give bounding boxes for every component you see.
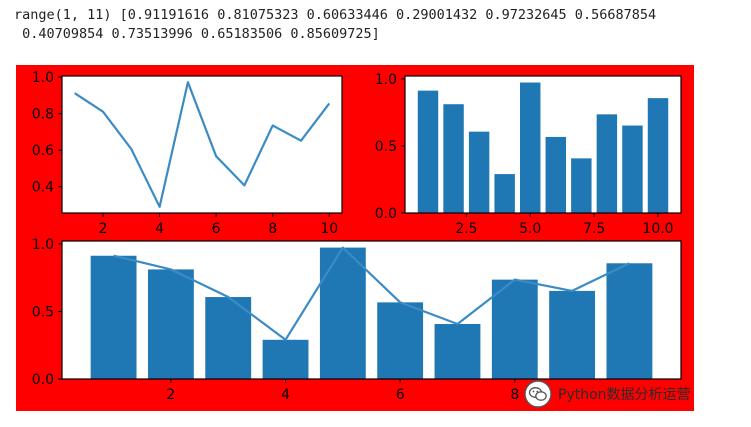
chart3-bar-2	[147, 269, 194, 379]
chart2-ytick-label: 0.5	[375, 139, 397, 155]
chart1-ytick-label: 0.6	[32, 143, 54, 159]
chart2-xtick-label: 5.0	[519, 221, 541, 237]
chart3-xtick-label: 2	[166, 387, 175, 403]
chart2-xtick-label: 10.0	[642, 221, 673, 237]
chart2-bar-2	[443, 104, 464, 213]
chart3-axes-frame	[61, 240, 682, 380]
chart3-xtick-label: 8	[510, 387, 519, 403]
chart3-bar-10	[606, 263, 653, 379]
chart2-bar-8	[596, 114, 618, 213]
chart2-bar-1	[417, 90, 439, 213]
chart2-bar-10	[647, 98, 669, 213]
chart3-ytick-label: 0.5	[32, 304, 54, 320]
chart3-xtick-label: 4	[281, 387, 290, 403]
chart2-bar-6	[545, 136, 566, 213]
chart1-xtick-label: 4	[155, 221, 164, 237]
chart3-bar-4	[262, 339, 309, 379]
chart2-ytick-label: 1.0	[375, 72, 397, 88]
chart1-xtick-label: 10	[320, 221, 338, 237]
chart3-series-line	[113, 246, 630, 341]
wechat-logo-icon	[524, 380, 552, 408]
watermark-text: Python数据分析运营	[558, 387, 691, 403]
chart2-bar-5	[520, 82, 541, 213]
chart2-bar-3	[468, 131, 490, 213]
chart3-bar-9	[549, 290, 596, 379]
chart2-axes-frame	[404, 75, 682, 214]
chart2-xtick-label: 7.5	[583, 221, 605, 237]
chart1-plot-area	[62, 76, 342, 213]
chart3-bar-8	[491, 279, 538, 379]
chart1-ytick-label: 1.0	[32, 70, 54, 86]
chart1-axes-frame	[61, 75, 343, 214]
chart1-xtick-label: 8	[268, 221, 277, 237]
console-output: range(1, 11) [0.91191616 0.81075323 0.60…	[14, 6, 744, 44]
chart2-ytick-label: 0.0	[375, 206, 397, 222]
console-line-2: 0.40709854 0.73513996 0.65183506 0.85609…	[14, 26, 380, 42]
chart3-bar-1	[90, 255, 137, 379]
console-line-1: range(1, 11) [0.91191616 0.81075323 0.60…	[14, 7, 657, 23]
chart1-xtick-label: 6	[212, 221, 221, 237]
watermark: Python数据分析运营	[524, 380, 691, 408]
chart1-ytick-label: 0.8	[32, 107, 54, 123]
chart2-bar-9	[622, 125, 643, 213]
chart3-bar-5	[319, 247, 366, 379]
chart3-bar-3	[205, 297, 252, 379]
chart3-xtick-label: 6	[396, 387, 405, 403]
chart2-xtick-label: 2.5	[455, 221, 477, 237]
chart1-xtick-label: 2	[99, 221, 108, 237]
chart3-bar-6	[377, 302, 424, 379]
chart2-bar-4	[494, 174, 515, 213]
chart1-ytick-label: 0.4	[32, 180, 54, 196]
chart2-bar-7	[571, 158, 592, 213]
chart3-ytick-label: 0.0	[32, 372, 54, 388]
chart1-series-line	[74, 81, 331, 208]
chart3-ytick-label: 1.0	[32, 237, 54, 253]
chart3-bar-7	[434, 323, 481, 379]
